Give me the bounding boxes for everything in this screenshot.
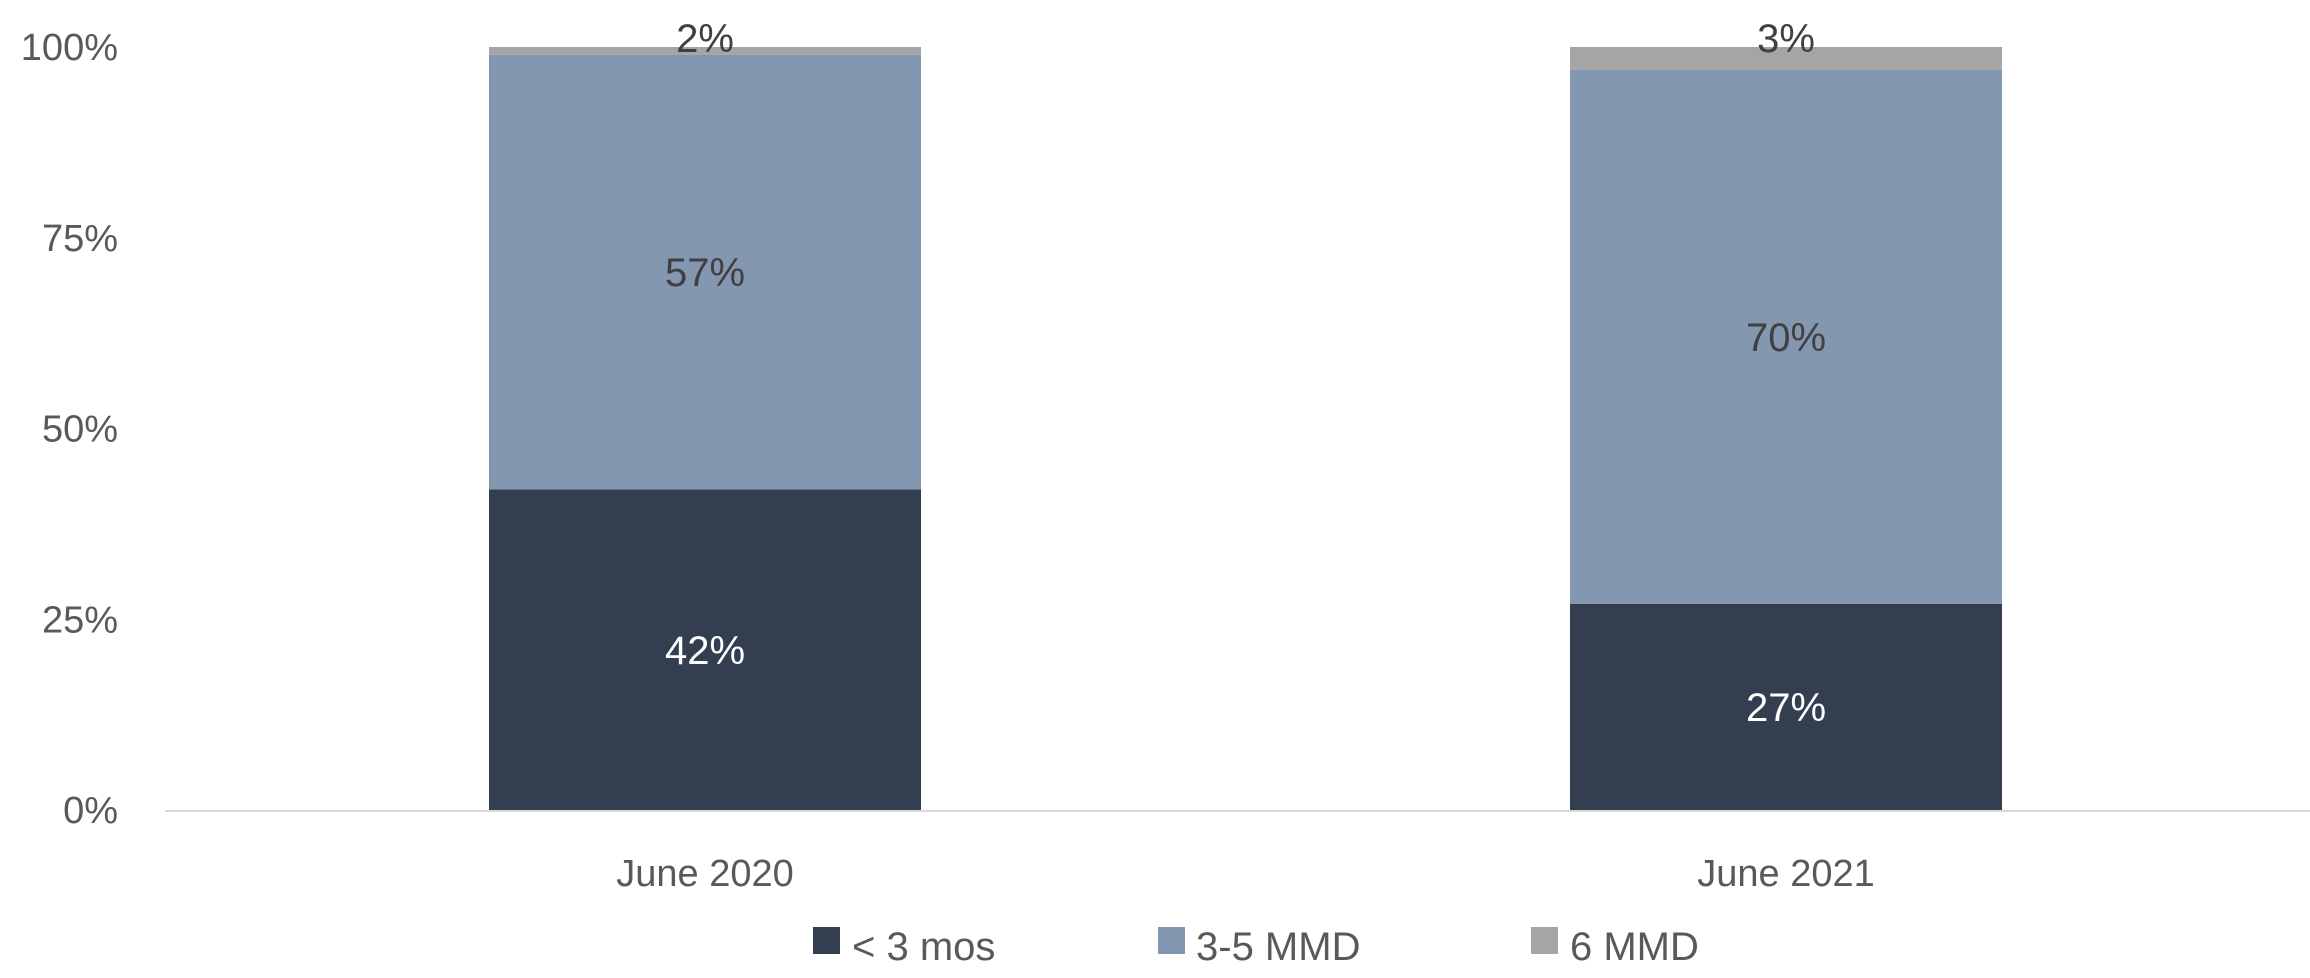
- y-tick-label: 75%: [42, 218, 118, 260]
- x-axis-ticks: June 2020 June 2021: [616, 853, 1875, 895]
- y-tick-label: 0%: [63, 790, 118, 832]
- bar-segment: [489, 489, 921, 810]
- bar-segment: [1570, 47, 2002, 70]
- legend-swatch: [813, 927, 840, 954]
- bar-segment: [489, 47, 921, 55]
- y-tick-label: 25%: [42, 599, 118, 641]
- data-label: 3%: [1757, 17, 1815, 61]
- data-labels: 42% 57% 2% 27% 70% 3%: [665, 17, 1826, 730]
- bar-segment: [1570, 603, 2002, 810]
- y-axis-ticks: 0% 25% 50% 75% 100%: [21, 27, 118, 832]
- data-label: 57%: [665, 251, 745, 295]
- data-label: 27%: [1746, 686, 1826, 730]
- data-label: 42%: [665, 629, 745, 673]
- x-tick-label: June 2021: [1697, 853, 1875, 895]
- bar-segment: [489, 54, 921, 490]
- y-tick-label: 100%: [21, 27, 118, 69]
- data-label: 2%: [676, 17, 734, 61]
- y-tick-label: 50%: [42, 409, 118, 451]
- x-tick-label: June 2020: [616, 853, 794, 895]
- legend-swatch: [1531, 927, 1558, 954]
- legend-swatch: [1158, 927, 1185, 954]
- data-label: 70%: [1746, 316, 1826, 360]
- bar-segment: [1570, 69, 2002, 604]
- legend: < 3 mos 3-5 MMD 6 MMD: [813, 925, 1699, 969]
- legend-label: < 3 mos: [852, 925, 995, 969]
- legend-label: 6 MMD: [1570, 925, 1699, 969]
- bars: [489, 47, 2002, 810]
- legend-label: 3-5 MMD: [1196, 925, 1360, 969]
